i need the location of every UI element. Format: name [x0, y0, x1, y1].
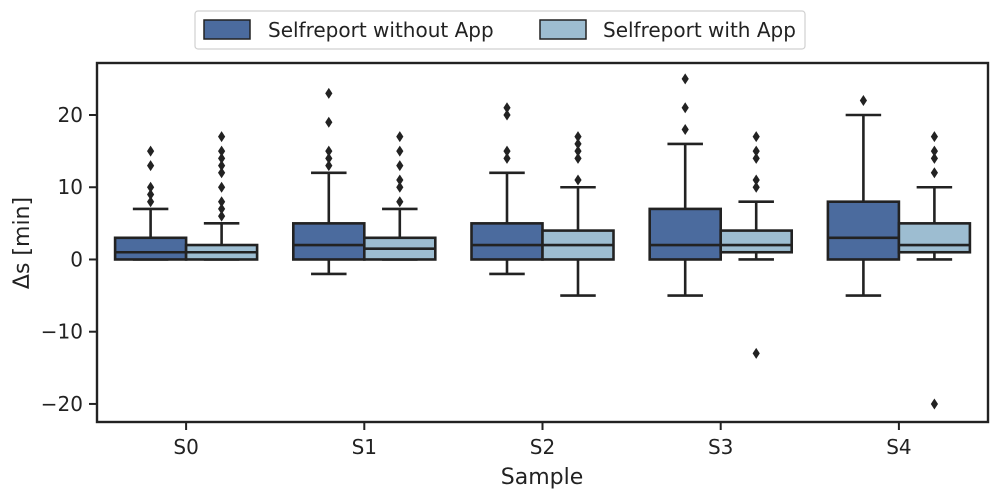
outlier-point	[752, 181, 760, 193]
box-s4-without-app	[826, 95, 901, 297]
outlier-point	[574, 131, 582, 143]
outlier-point	[147, 145, 155, 157]
outlier-point	[752, 152, 760, 164]
outlier-point	[218, 160, 226, 172]
y-tick-label: 0	[70, 247, 83, 271]
outlier-point	[503, 145, 511, 157]
y-axis-ticks: −20 −10 0 10 20	[41, 103, 97, 416]
box-s3-without-app	[648, 73, 723, 297]
box-iqr	[470, 222, 544, 261]
outlier-point	[574, 145, 582, 157]
box-s3-with-app	[719, 131, 794, 359]
box-iqr	[648, 207, 723, 261]
x-axis-ticks: S0 S1 S2 S3 S4	[173, 422, 912, 459]
x-tick-label: S2	[530, 435, 555, 459]
box-iqr	[897, 222, 972, 254]
outlier-point	[218, 131, 226, 143]
outlier-point	[147, 181, 155, 193]
outlier-point	[752, 131, 760, 143]
outlier-point	[218, 196, 226, 208]
outlier-point	[930, 152, 938, 164]
outlier-point	[396, 196, 404, 208]
box-s2-with-app	[541, 131, 615, 297]
outlier-point	[396, 131, 404, 143]
x-tick-label: S0	[173, 435, 198, 459]
y-tick-label: −20	[41, 392, 83, 416]
legend-label-with-app: Selfreport with App	[603, 18, 796, 42]
outlier-point	[681, 123, 689, 135]
outlier-point	[503, 109, 511, 121]
outlier-point	[681, 102, 689, 114]
outlier-point	[218, 210, 226, 222]
outlier-point	[930, 145, 938, 157]
outlier-point	[218, 152, 226, 164]
outlier-point	[396, 160, 404, 172]
outlier-point	[752, 145, 760, 157]
outlier-point	[930, 131, 938, 143]
box-iqr	[113, 236, 188, 261]
box-iqr	[719, 229, 794, 254]
outlier-point	[325, 152, 333, 164]
legend-swatch-with-app	[539, 19, 587, 40]
outlier-point	[147, 196, 155, 208]
outlier-point	[574, 174, 582, 186]
outlier-point	[325, 145, 333, 157]
x-tick-label: S1	[352, 435, 377, 459]
outlier-point	[574, 138, 582, 150]
x-tick-label: S3	[708, 435, 733, 459]
legend: Selfreport without App Selfreport with A…	[194, 10, 806, 50]
y-tick-label: −10	[41, 320, 83, 344]
outlier-point	[859, 95, 867, 107]
box-iqr	[291, 222, 366, 261]
x-tick-label: S4	[886, 435, 911, 459]
x-axis-label: Sample	[501, 465, 584, 490]
outlier-point	[396, 145, 404, 157]
outlier-point	[930, 167, 938, 179]
box-s1-without-app	[291, 87, 366, 276]
outlier-point	[325, 160, 333, 172]
outlier-point	[752, 174, 760, 186]
outlier-point	[681, 73, 689, 85]
outlier-point	[147, 160, 155, 172]
box-s0-without-app	[113, 145, 188, 261]
outlier-point	[396, 174, 404, 186]
outlier-point	[574, 152, 582, 164]
outlier-point	[218, 145, 226, 157]
box-s1-with-app	[362, 131, 437, 261]
outlier-point	[325, 116, 333, 128]
y-tick-label: 20	[58, 103, 83, 127]
box-iqr	[826, 200, 901, 261]
outlier-point	[218, 181, 226, 193]
outlier-point	[503, 152, 511, 164]
outlier-point	[503, 102, 511, 114]
box-s2-without-app	[470, 102, 544, 276]
y-tick-label: 10	[58, 175, 83, 199]
box-s4-with-app	[897, 131, 972, 410]
legend-label-without-app: Selfreport without App	[268, 18, 494, 42]
outlier-point	[218, 203, 226, 215]
outlier-point	[218, 167, 226, 179]
legend-swatch-without-app	[203, 19, 251, 40]
legend-frame	[194, 10, 806, 50]
outlier-point	[930, 398, 938, 410]
outlier-point	[396, 181, 404, 193]
outlier-point	[752, 347, 760, 359]
box-s0-with-app	[184, 131, 259, 261]
outlier-point	[147, 188, 155, 200]
boxes-layer	[113, 73, 972, 410]
y-axis-label: Δs [min]	[10, 197, 35, 289]
outlier-point	[325, 87, 333, 99]
